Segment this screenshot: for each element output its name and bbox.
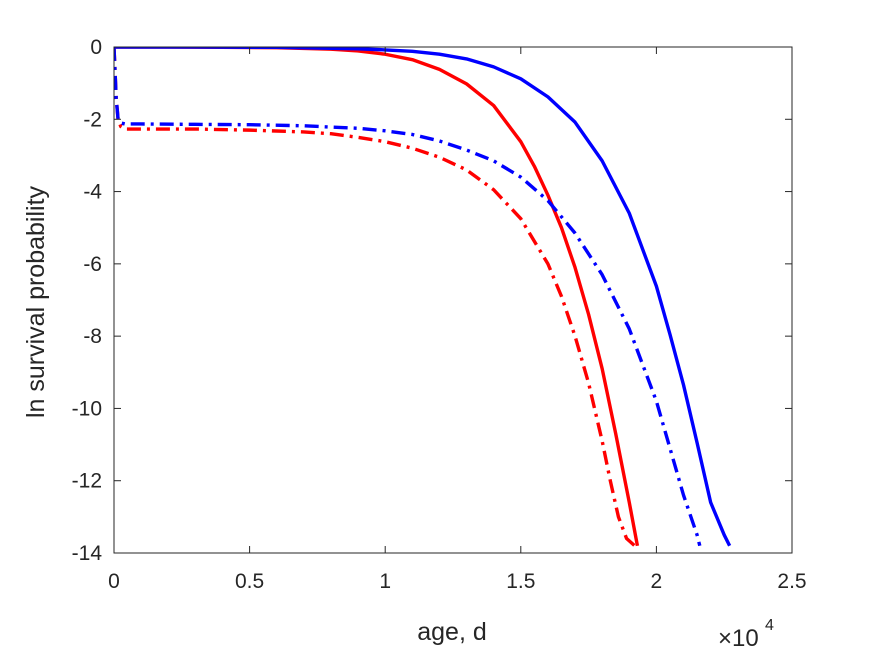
series-line-1 [114, 47, 640, 547]
x-tick-label: 1.5 [506, 570, 535, 593]
y-axis: 0 -2 -4 -6 -8 -10 -12 -14 [72, 36, 792, 565]
y-tick-label: -14 [72, 542, 103, 565]
x-axis-label: age, d [417, 618, 487, 646]
y-axis-label: ln survival probability [22, 185, 50, 418]
series-line-3 [114, 47, 636, 548]
x-tick-label: 2.5 [777, 570, 806, 593]
x-tick-label: 0 [108, 570, 120, 593]
series-line-2 [114, 47, 732, 547]
y-tick-label: -12 [72, 470, 102, 493]
y-tick-label: -6 [83, 253, 102, 276]
y-tick-label: -10 [72, 397, 102, 420]
y-tick-label: 0 [90, 36, 102, 59]
y-tick-label: -4 [83, 181, 102, 204]
y-tick-label: -2 [83, 108, 102, 131]
x-tick-label: 0.5 [235, 570, 264, 593]
x-exponent: ×10 4 [718, 617, 774, 652]
axes-box [113, 46, 793, 554]
x-exponent-base: ×10 [718, 625, 759, 652]
x-tick-label: 2 [651, 570, 663, 593]
x-tick-label: 1 [379, 570, 391, 593]
series-line-4 [114, 47, 702, 547]
plot-area [113, 46, 793, 554]
x-exponent-power: 4 [765, 617, 774, 634]
y-tick-label: -8 [83, 325, 102, 348]
x-axis: 0 0.5 1 1.5 2 2.5 [108, 47, 807, 593]
